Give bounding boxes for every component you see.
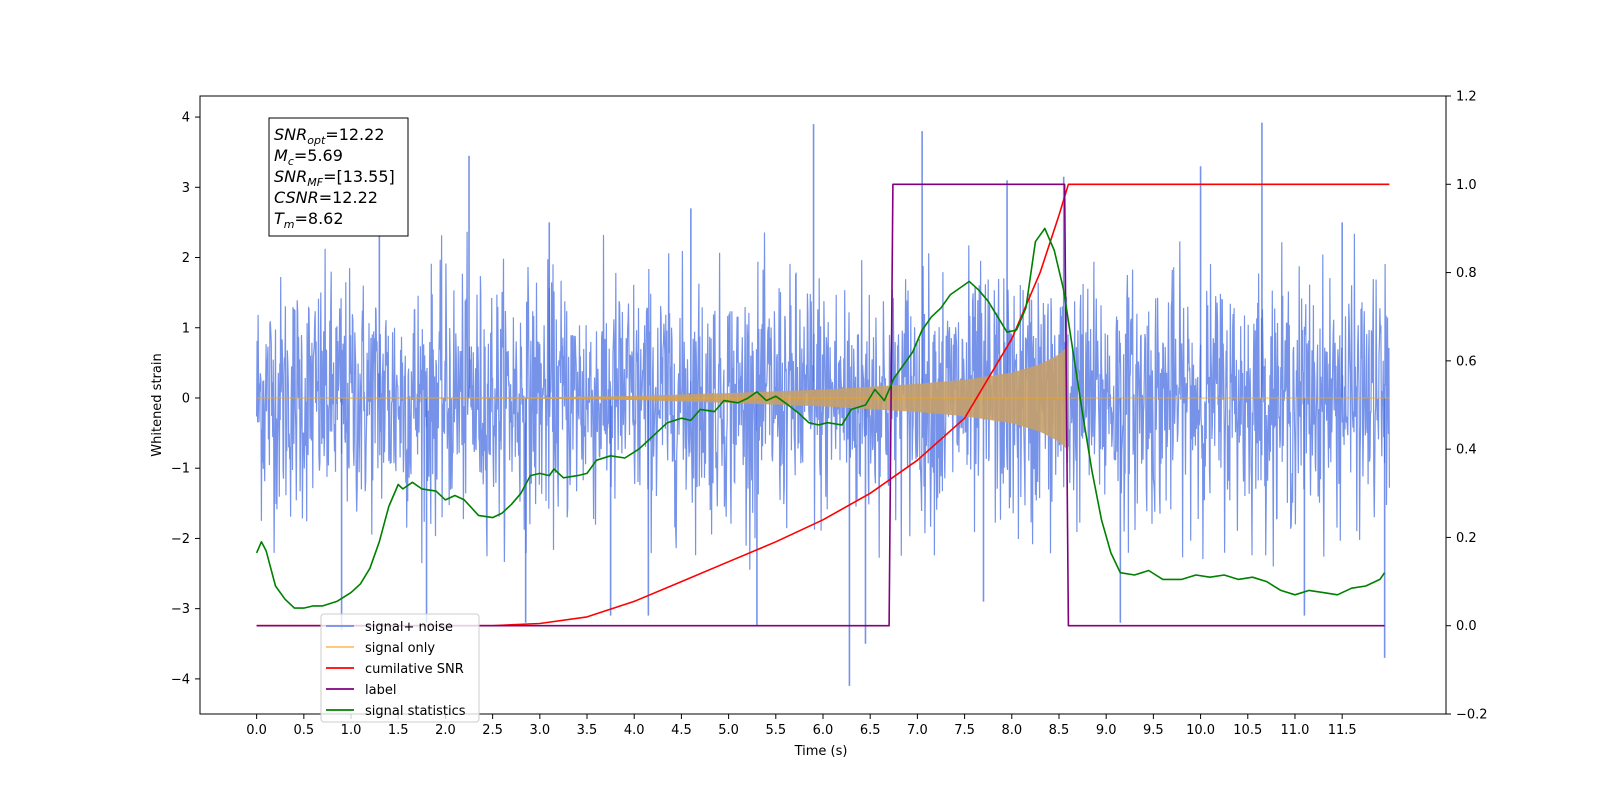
signal-only-series bbox=[256, 345, 1390, 451]
x-tick-label: 0.5 bbox=[293, 723, 314, 738]
y-tick-label: −4 bbox=[171, 672, 190, 687]
y-tick-label: −2 bbox=[171, 532, 190, 547]
annotation-symbol: T bbox=[274, 209, 285, 228]
annotation-value: =[13.55] bbox=[323, 167, 395, 186]
series-line-label bbox=[256, 183, 1385, 627]
y2-tick-label: 0.6 bbox=[1456, 354, 1477, 369]
annotation-value: =12.22 bbox=[319, 188, 378, 207]
annotation-subscript: MF bbox=[307, 176, 323, 189]
legend: signal+ noise signal only cumilative SNR la… bbox=[320, 613, 480, 723]
y2-tick-label: 1.2 bbox=[1456, 90, 1477, 105]
legend-label: cumilative SNR bbox=[365, 662, 464, 677]
x-tick-label: 7.5 bbox=[954, 723, 975, 738]
annotation-line: SNRMF=[13.55] bbox=[274, 167, 395, 189]
y2-tick-label: 1.0 bbox=[1456, 178, 1477, 193]
x-tick-label: 5.0 bbox=[718, 723, 739, 738]
x-tick-label: 11.5 bbox=[1328, 723, 1357, 738]
annotation-symbol: CSNR bbox=[274, 188, 319, 207]
annotation-line: Mc=5.69 bbox=[274, 146, 343, 168]
annotation-subscript: m bbox=[284, 218, 295, 231]
x-tick-label: 8.0 bbox=[1001, 723, 1022, 738]
series-line-signal-statistics bbox=[255, 227, 1386, 609]
x-tick-label: 1.0 bbox=[341, 723, 362, 738]
x-tick-label: 5.5 bbox=[765, 723, 786, 738]
annotation-symbol: SNR bbox=[274, 125, 307, 144]
x-tick-label: 2.0 bbox=[435, 723, 456, 738]
x-tick-label: 2.5 bbox=[482, 723, 503, 738]
y-tick-label: 0 bbox=[182, 391, 190, 406]
series-line-cumilative-snr bbox=[256, 183, 1390, 627]
x-tick-label: 1.5 bbox=[388, 723, 409, 738]
legend-frame bbox=[320, 613, 480, 723]
annotation-symbol: M bbox=[274, 146, 288, 165]
y-tick-label: 4 bbox=[182, 111, 190, 126]
annotation-value: =8.62 bbox=[295, 209, 344, 228]
x-tick-label: 10.5 bbox=[1233, 723, 1262, 738]
annotation-line: Tm=8.62 bbox=[274, 209, 344, 231]
x-tick-label: 6.5 bbox=[860, 723, 881, 738]
y-tick-label: 3 bbox=[182, 181, 190, 196]
y-tick-label: −1 bbox=[171, 462, 190, 477]
x-axis-ticks: 0.0 0.5 1.0 1.5 2.0 2.5 3.0 3.5 4.0 4.5 5.0 5.5 6.0 6… bbox=[246, 714, 1357, 738]
right-axis-series bbox=[255, 183, 1390, 627]
annotation-subscript: opt bbox=[307, 134, 326, 147]
y2-tick-label: 0.4 bbox=[1456, 443, 1477, 458]
annotation-value: =12.22 bbox=[325, 125, 384, 144]
x-tick-label: 3.5 bbox=[577, 723, 598, 738]
annotation-value: =5.69 bbox=[294, 146, 343, 165]
x-tick-label: 3.0 bbox=[529, 723, 550, 738]
x-axis-label: Time (s) bbox=[794, 744, 848, 759]
x-tick-label: 4.0 bbox=[624, 723, 645, 738]
legend-label: label bbox=[365, 683, 396, 698]
metrics-annotation-box: SNRopt=12.22Mc=5.69SNRMF=[13.55]CSNR=12.… bbox=[268, 117, 409, 237]
x-tick-label: 0.0 bbox=[246, 723, 267, 738]
signal-noise-series bbox=[256, 122, 1390, 686]
x-tick-label: 11.0 bbox=[1280, 723, 1309, 738]
x-tick-label: 8.5 bbox=[1049, 723, 1070, 738]
annotation-frame bbox=[268, 117, 409, 237]
y-axis-ticks: −4 −3 −2 −1 0 1 2 3 4 bbox=[171, 111, 200, 687]
y2-tick-label: −0.2 bbox=[1456, 708, 1488, 723]
x-tick-label: 9.0 bbox=[1096, 723, 1117, 738]
y-tick-label: 1 bbox=[182, 321, 190, 336]
annotation-line: CSNR=12.22 bbox=[274, 188, 378, 207]
y2-tick-label: 0.0 bbox=[1456, 619, 1477, 634]
x-tick-label: 6.0 bbox=[813, 723, 834, 738]
x-tick-label: 7.0 bbox=[907, 723, 928, 738]
annotation-line: SNRopt=12.22 bbox=[274, 125, 385, 147]
legend-label: signal statistics bbox=[365, 704, 466, 719]
y-tick-label: −3 bbox=[171, 602, 190, 617]
y2-tick-label: 0.2 bbox=[1456, 531, 1477, 546]
x-tick-label: 4.5 bbox=[671, 723, 692, 738]
y2-axis-ticks: −0.2 0.0 0.2 0.4 0.6 0.8 1.0 1.2 bbox=[1446, 90, 1488, 723]
y2-tick-label: 0.8 bbox=[1456, 266, 1477, 281]
y-tick-label: 2 bbox=[182, 251, 190, 266]
annotation-symbol: SNR bbox=[274, 167, 307, 186]
legend-label: signal+ noise bbox=[365, 620, 453, 635]
legend-label: signal only bbox=[365, 641, 435, 656]
x-tick-label: 10.0 bbox=[1186, 723, 1215, 738]
y-axis-label: Whitened strain bbox=[150, 353, 165, 456]
annotation-subscript: c bbox=[288, 155, 294, 168]
x-tick-label: 9.5 bbox=[1143, 723, 1164, 738]
